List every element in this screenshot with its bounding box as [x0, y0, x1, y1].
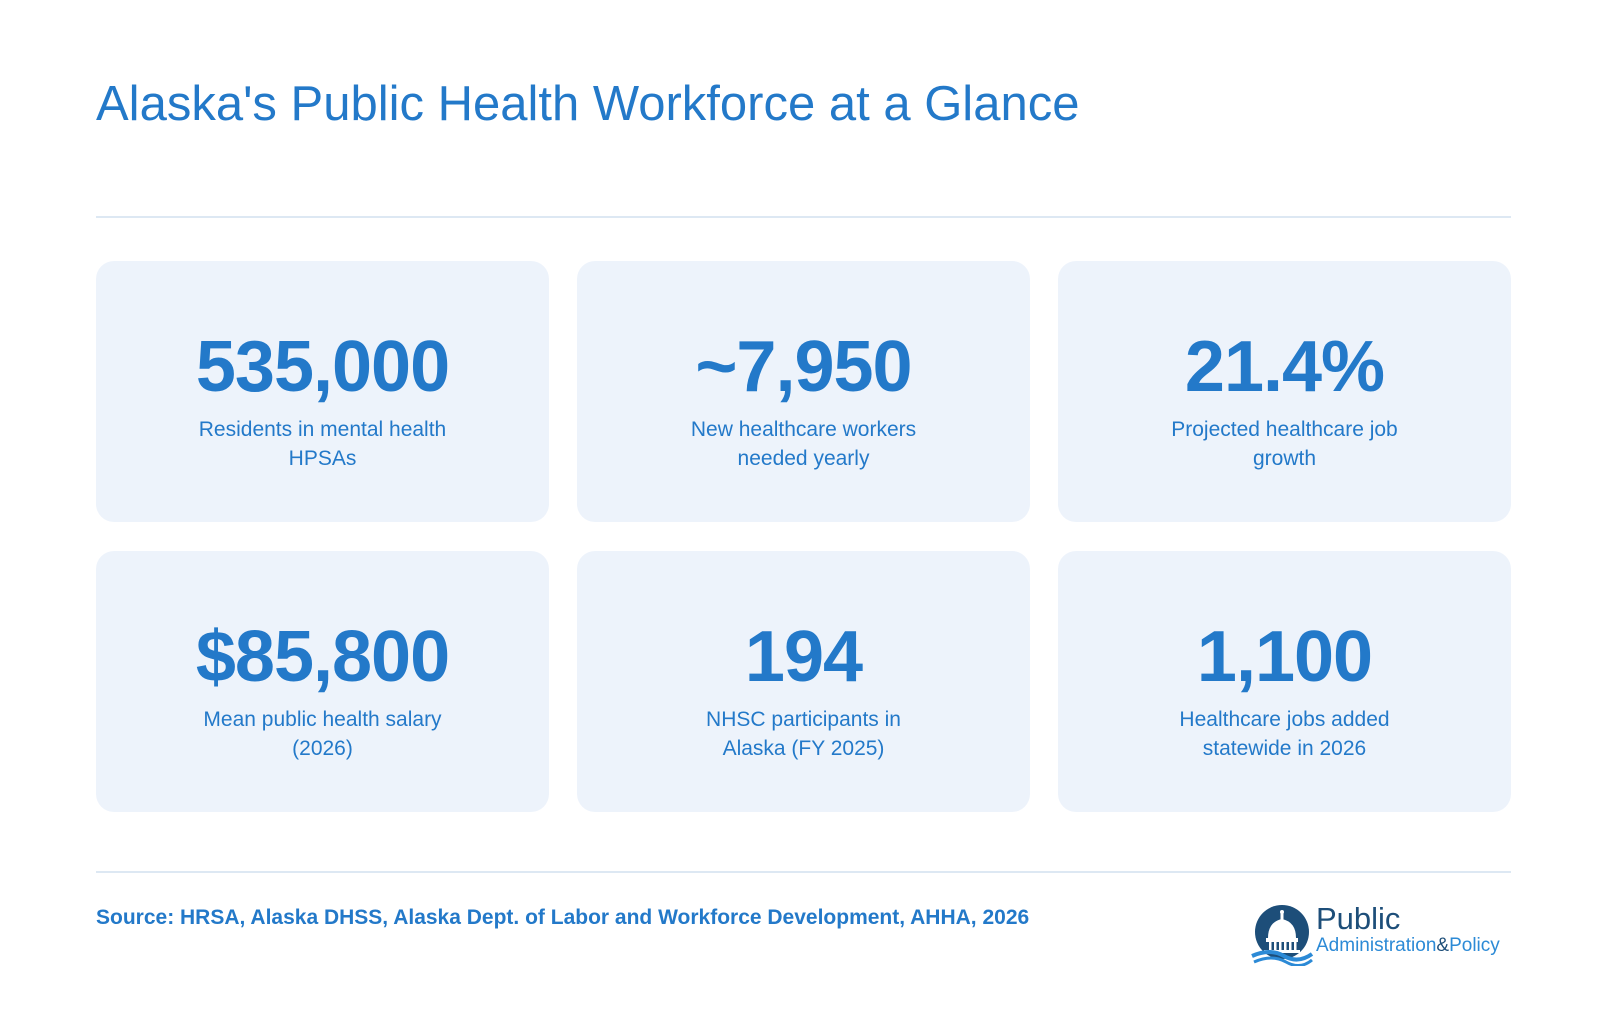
stat-label: Projected healthcare job growth: [1171, 418, 1398, 470]
stat-value: $85,800: [195, 617, 450, 697]
stat-card-new-workers: ~7,950 New healthcare workers needed yea…: [577, 261, 1030, 522]
bottom-divider: [96, 871, 1511, 873]
stat-value: 1,100: [1196, 617, 1373, 697]
stats-grid: 535,000 Residents in mental health HPSAs…: [96, 261, 1511, 812]
stat-label: Residents in mental health HPSAs: [198, 418, 447, 470]
logo-text-primary: Public: [1316, 901, 1401, 936]
stat-label: Mean public health salary (2026): [203, 708, 442, 760]
stat-label: NHSC participants in Alaska (FY 2025): [706, 708, 901, 760]
stat-card-nhsc: 194 NHSC participants in Alaska (FY 2025…: [577, 551, 1030, 812]
logo-text-secondary: Administration&Policy: [1316, 934, 1500, 958]
stat-label: New healthcare workers needed yearly: [690, 418, 917, 470]
source-citation: Source: HRSA, Alaska DHSS, Alaska Dept. …: [96, 906, 1030, 929]
stat-label: Healthcare jobs added statewide in 2026: [1179, 708, 1390, 760]
stat-value: 21.4%: [1184, 327, 1385, 407]
stat-value: ~7,950: [695, 327, 912, 407]
logo-text-policy: Policy: [1449, 935, 1500, 956]
stat-card-salary: $85,800 Mean public health salary (2026): [96, 551, 549, 812]
capitol-dome-icon: [1251, 905, 1314, 966]
logo-text-ampersand: &: [1436, 935, 1450, 956]
stat-value: 535,000: [195, 327, 450, 407]
page-title: Alaska's Public Health Workforce at a Gl…: [96, 77, 1080, 131]
stat-value: 194: [744, 617, 863, 697]
stat-card-mental-health-hpsa: 535,000 Residents in mental health HPSAs: [96, 261, 549, 522]
stat-card-jobs-added: 1,100 Healthcare jobs added statewide in…: [1058, 551, 1511, 812]
top-divider: [96, 216, 1511, 218]
brand-logo: Public Administration&Policy: [1250, 900, 1515, 966]
stat-card-job-growth: 21.4% Projected healthcare job growth: [1058, 261, 1511, 522]
logo-text-administration: Administration: [1316, 935, 1437, 956]
